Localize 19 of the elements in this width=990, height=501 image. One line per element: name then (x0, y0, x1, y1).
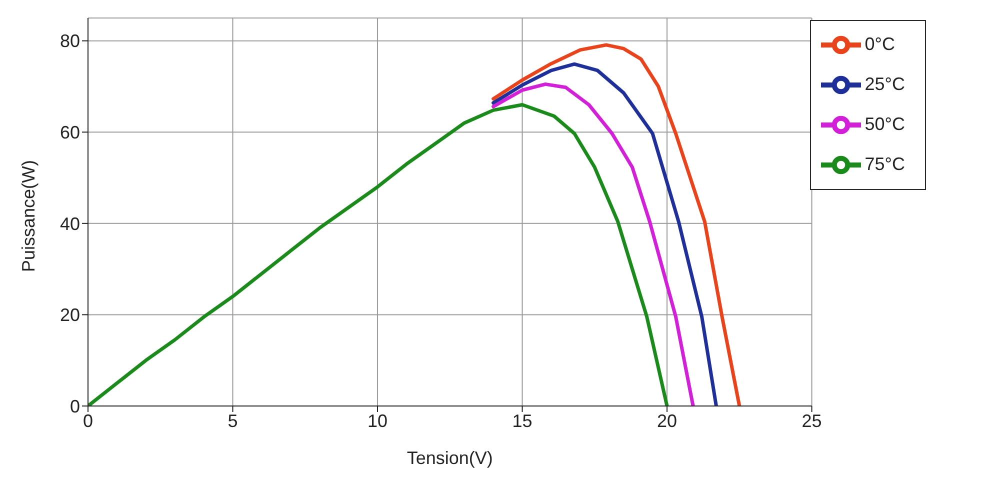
x-axis-title: Tension(V) (406, 448, 493, 468)
x-tick-label: 15 (512, 410, 532, 431)
legend-label: 75°C (864, 154, 905, 174)
legend-label: 25°C (864, 74, 905, 94)
x-tick-label: 25 (802, 410, 822, 431)
legend-label: 50°C (864, 114, 905, 134)
x-tick-label: 0 (82, 410, 94, 431)
x-tick-label: 20 (657, 410, 678, 431)
y-tick-label: 40 (60, 214, 80, 234)
line-series (88, 102, 669, 406)
x-tick-label: 10 (367, 410, 388, 431)
y-tick-label: 80 (60, 31, 80, 52)
x-tick-label: 5 (228, 410, 238, 431)
y-tick-label: 0 (70, 396, 80, 416)
y-axis-title: Puissance(W) (18, 160, 38, 272)
y-tick-label: 60 (60, 122, 80, 143)
line-series (492, 82, 695, 406)
legend-label: 0°C (864, 34, 895, 54)
y-tick-label: 20 (60, 305, 80, 326)
